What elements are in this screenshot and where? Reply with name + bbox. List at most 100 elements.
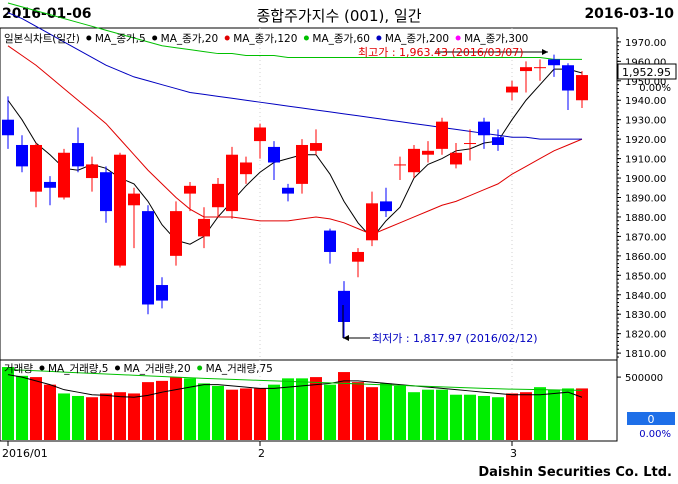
last-price-box xyxy=(617,63,677,80)
legend-marker xyxy=(197,365,203,371)
date-tick-label: 3 xyxy=(510,447,517,460)
candle-body xyxy=(562,65,574,91)
price-axis: 1810.00 1820.00 1830.00 1840.00 1850.00 1860.… xyxy=(617,37,666,384)
legend-item: MA_종가,60 xyxy=(312,33,370,45)
last-price: 1,952.95 xyxy=(622,66,671,79)
volume-bar xyxy=(58,393,70,440)
volume-last: 0 xyxy=(648,413,655,426)
header-bar: 2016-01-06 종합주가지수 (001), 일간 2016-03-10 xyxy=(0,0,678,28)
volume-bar xyxy=(450,394,462,440)
volume-bar xyxy=(324,384,336,440)
candle-body xyxy=(520,67,532,72)
candle-body xyxy=(198,218,210,237)
volume-bar xyxy=(184,378,196,440)
volume-bar xyxy=(408,392,420,440)
date-tick-label: 2016/01 xyxy=(2,447,48,460)
legend-item: MA_거래량,5 xyxy=(48,363,109,375)
volume-bar xyxy=(506,393,518,440)
price-tick-label: 1930.00 xyxy=(625,116,666,127)
legend-marker xyxy=(152,35,158,41)
legend-item: MA_종가,300 xyxy=(464,33,528,45)
price-tick-label: 1950.00 xyxy=(625,77,666,88)
candle-body xyxy=(30,144,42,192)
candle-body xyxy=(324,230,336,252)
volume-bar xyxy=(366,387,378,440)
candle-body xyxy=(436,121,448,149)
price-tick-label: 1820.00 xyxy=(625,330,666,341)
candle-body xyxy=(506,86,518,93)
volume-change-pct: 0.00% xyxy=(639,429,671,440)
volume-bar xyxy=(142,382,154,440)
candle-body xyxy=(58,152,70,198)
volume-bars xyxy=(2,367,588,440)
volume-bar xyxy=(464,394,476,440)
volume-bar xyxy=(534,387,546,440)
date-axis: 2016/01 2 3 xyxy=(2,441,517,460)
legend-marker xyxy=(303,35,309,41)
price-tick-label: 1860.00 xyxy=(625,252,666,263)
price-tick-label: 1830.00 xyxy=(625,310,666,321)
ma-line xyxy=(7,68,583,245)
change-pct: 0.00% xyxy=(639,83,671,94)
volume-bar xyxy=(212,385,224,440)
price-tick-label: 1890.00 xyxy=(625,194,666,205)
price-tick-label: 1810.00 xyxy=(625,349,666,360)
legend-item: MA_종가,5 xyxy=(95,33,146,45)
candle-body xyxy=(226,154,238,212)
legend-marker xyxy=(224,35,230,41)
volume-bar xyxy=(72,395,84,440)
legend-item: 거래량 xyxy=(4,363,33,375)
volume-bar xyxy=(492,397,504,440)
legend-item: 일본식차트(일간) xyxy=(4,32,80,45)
volume-bar xyxy=(100,393,112,440)
volume-bar xyxy=(282,378,294,440)
candle-body xyxy=(86,164,98,179)
high-annotation: 최고가 : 1,963.43 (2016/03/07) xyxy=(358,46,548,59)
volume-bar xyxy=(562,388,574,440)
volume-bar xyxy=(2,367,14,440)
candle-body xyxy=(72,143,84,167)
candle-body xyxy=(450,152,462,165)
legend-marker xyxy=(455,35,461,41)
high-label: 최고가 : 1,963.43 (2016/03/07) xyxy=(358,46,524,59)
candle-body xyxy=(408,148,420,173)
legend-item: MA_거래량,75 xyxy=(206,363,273,375)
candle-body xyxy=(352,251,364,262)
volume-bar xyxy=(30,377,42,440)
chart-title: 종합주가지수 (001), 일간 xyxy=(256,7,422,25)
legend-item: MA_종가,200 xyxy=(385,33,449,45)
candle-body xyxy=(478,121,490,136)
volume-bar xyxy=(436,389,448,440)
brand-footer: Daishin Securities Co. Ltd. xyxy=(478,465,672,480)
candle-body xyxy=(534,67,546,69)
candle-body xyxy=(44,181,56,188)
price-tick-label: 1960.00 xyxy=(625,57,666,68)
ma-line xyxy=(7,2,582,60)
legend-marker xyxy=(376,35,382,41)
plot-frame xyxy=(0,27,618,442)
price-tick-label: 1910.00 xyxy=(625,155,666,166)
candle-body xyxy=(394,164,406,166)
candle-body xyxy=(16,144,28,167)
volume-bar xyxy=(254,388,266,440)
candles xyxy=(2,54,588,338)
volume-bar xyxy=(16,375,28,440)
candle-body xyxy=(338,290,350,322)
volume-bar xyxy=(44,384,56,440)
volume-bar xyxy=(156,380,168,440)
candle-body xyxy=(366,203,378,241)
candle-body xyxy=(492,137,504,145)
volume-bar xyxy=(86,397,98,440)
volume-bar xyxy=(170,377,182,440)
candle-body xyxy=(170,211,182,256)
candle-body xyxy=(268,146,280,163)
candle-body xyxy=(114,154,126,266)
candle-body xyxy=(548,59,560,66)
candle-body xyxy=(156,285,168,301)
price-tick-label: 1900.00 xyxy=(625,174,666,185)
candle-body xyxy=(422,150,434,155)
candle-body xyxy=(576,75,588,101)
volume-bar xyxy=(198,383,210,440)
price-tick-label: 1970.00 xyxy=(625,38,666,49)
